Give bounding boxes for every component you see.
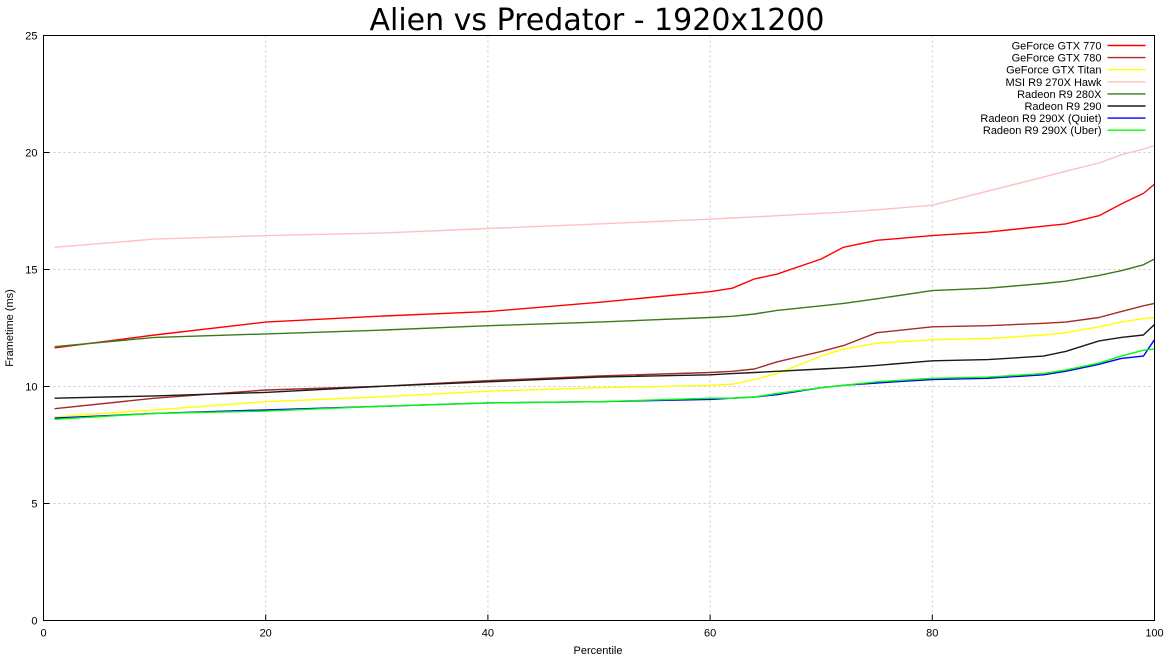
plot-frame: [43, 35, 1155, 621]
series-line-geforce-gtx-780: [54, 302, 1155, 410]
series-line-radeon-r9-280x: [54, 258, 1155, 348]
y-tick-label: 0: [31, 616, 37, 628]
y-tick-label: 5: [31, 499, 37, 511]
legend-label: GeForce GTX 780: [1012, 53, 1102, 65]
x-axis-label: Percentile: [574, 645, 623, 657]
series-line-msi-r9-270x-hawk: [54, 144, 1155, 248]
series-line-radeon-r9-290x-uber: [54, 348, 1155, 420]
y-tick-label: 10: [25, 382, 37, 394]
series-line-radeon-r9-290: [54, 323, 1155, 399]
x-tick-label: 100: [1145, 628, 1163, 640]
grid: [43, 35, 1155, 621]
legend-label: Radeon R9 290X (Uber): [983, 125, 1102, 137]
legend-label: GeForce GTX 770: [1012, 41, 1102, 53]
series-line-radeon-r9-290x-quiet: [54, 339, 1156, 419]
x-tick-label: 20: [260, 628, 272, 640]
legend-label: MSI R9 270X Hawk: [1006, 77, 1102, 89]
y-tick-label: 15: [25, 265, 37, 277]
chart-title: Alien vs Predator - 1920x1200: [369, 3, 824, 38]
x-tick-label: 80: [926, 628, 938, 640]
legend-label: Radeon R9 290: [1024, 101, 1101, 113]
series-lines: [54, 144, 1156, 420]
x-tick-label: 0: [40, 628, 46, 640]
legend-label: GeForce GTX Titan: [1006, 65, 1101, 77]
y-tick-label: 20: [25, 148, 37, 160]
x-tick-label: 40: [482, 628, 494, 640]
legend-label: Radeon R9 280X: [1017, 89, 1102, 101]
y-axis-label: Frametime (ms): [4, 289, 16, 367]
y-tick-label: 25: [25, 31, 37, 43]
axis-ticks: 0 20 40 60 80 100 0 5 10 15 20 25: [25, 31, 1163, 640]
series-line-geforce-gtx-titan: [54, 316, 1155, 418]
x-tick-label: 60: [704, 628, 716, 640]
series-line-geforce-gtx-770: [54, 183, 1155, 349]
legend-label: Radeon R9 290X (Quiet): [980, 113, 1101, 125]
